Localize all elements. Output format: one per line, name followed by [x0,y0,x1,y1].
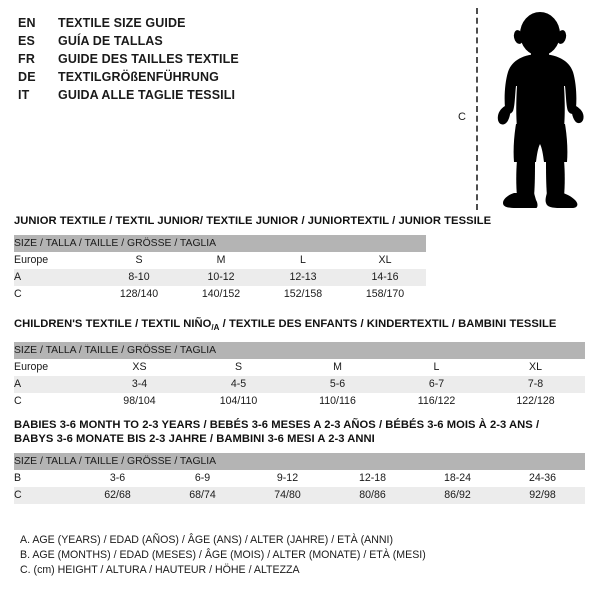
row-label: A [14,269,98,286]
row-cell: 18-24 [415,470,500,487]
legend-block: A. AGE (YEARS) / EDAD (AÑOS) / ÂGE (ANS)… [20,533,580,578]
section-babies-textile: BABIES 3-6 MONTH TO 2-3 YEARS / BEBÉS 3-… [14,418,585,504]
table-row: Europe S M L XL [14,252,427,269]
language-row: ES GUÍA DE TALLAS [18,32,418,50]
row-cell: 68/74 [160,487,245,504]
row-cell: S [189,359,288,377]
babies-size-table: SIZE / TALLA / TAILLE / GRÖSSE / TAGLIA … [14,453,585,504]
toddler-silhouette [497,12,584,208]
table-row: C 62/68 68/74 74/80 80/86 86/92 92/98 [14,487,585,504]
table-row: B 3-6 6-9 9-12 12-18 18-24 24-36 [14,470,585,487]
row-cell: 128/140 [98,286,180,303]
row-cell: L [387,359,486,377]
row-label: A [14,376,90,394]
language-code: ES [18,34,36,48]
section-title-children-post: / TEXTILE DES ENFANTS / KINDERTEXTIL / B… [219,318,557,330]
measurement-dashed-line [476,8,478,210]
row-cell: M [288,359,387,377]
row-cell: 6-9 [160,470,245,487]
language-row: EN TEXTILE SIZE GUIDE [18,14,418,32]
section-title-children-pre: CHILDREN'S TEXTILE / TEXTIL NIÑO [14,318,212,330]
junior-size-table: SIZE / TALLA / TAILLE / GRÖSSE / TAGLIA … [14,235,427,303]
section-title-children: CHILDREN'S TEXTILE / TEXTIL NIÑO/A / TEX… [14,317,585,335]
section-title-babies-line1: BABIES 3-6 MONTH TO 2-3 YEARS / BEBÉS 3-… [14,419,540,431]
row-cell: 8-10 [98,269,180,286]
row-cell: XL [344,252,427,269]
section-junior-textile: JUNIOR TEXTILE / TEXTIL JUNIOR/ TEXTILE … [14,214,491,303]
row-cell: 7-8 [486,376,585,394]
language-code: IT [18,88,30,102]
row-label: Europe [14,359,90,377]
row-cell: L [262,252,344,269]
children-band-label: SIZE / TALLA / TAILLE / GRÖSSE / TAGLIA [14,342,585,360]
row-cell: 9-12 [245,470,330,487]
row-cell: 98/104 [90,393,189,411]
row-cell: 122/128 [486,393,585,411]
height-measurement-figure: C [440,6,595,211]
row-cell: S [98,252,180,269]
language-row: FR GUIDE DES TAILLES TEXTILE [18,50,418,68]
table-band-row: SIZE / TALLA / TAILLE / GRÖSSE / TAGLIA [14,453,585,470]
language-row: IT GUIDA ALLE TAGLIE TESSILI [18,86,418,104]
section-children-textile: CHILDREN'S TEXTILE / TEXTIL NIÑO/A / TEX… [14,317,585,411]
language-code: EN [18,16,36,30]
table-row: Europe XS S M L XL [14,359,585,377]
row-label: C [14,286,98,303]
row-cell: 152/158 [262,286,344,303]
language-title: TEXTILGRÖßENFÜHRUNG [58,70,219,84]
row-cell: 3-6 [75,470,160,487]
table-row: A 8-10 10-12 12-13 14-16 [14,269,427,286]
children-size-table: SIZE / TALLA / TAILLE / GRÖSSE / TAGLIA … [14,342,585,411]
table-row: C 128/140 140/152 152/158 158/170 [14,286,427,303]
section-title-babies-line2: BABYS 3-6 MONATE BIS 2-3 JAHRE / BAMBINI… [14,433,375,445]
row-cell: 5-6 [288,376,387,394]
language-title-block: EN TEXTILE SIZE GUIDE ES GUÍA DE TALLAS … [18,14,418,104]
row-label: C [14,393,90,411]
language-title: GUIDA ALLE TAGLIE TESSILI [58,88,236,102]
row-cell: 3-4 [90,376,189,394]
table-band-row: SIZE / TALLA / TAILLE / GRÖSSE / TAGLIA [14,235,427,252]
measurement-label-c: C [458,111,466,123]
row-cell: 14-16 [344,269,427,286]
row-cell: 6-7 [387,376,486,394]
legend-line-a: A. AGE (YEARS) / EDAD (AÑOS) / ÂGE (ANS)… [20,534,393,546]
section-title-junior: JUNIOR TEXTILE / TEXTIL JUNIOR/ TEXTILE … [14,215,492,227]
language-row: DE TEXTILGRÖßENFÜHRUNG [18,68,418,86]
row-cell: 62/68 [75,487,160,504]
row-label: B [14,470,75,487]
row-cell: 92/98 [500,487,585,504]
row-cell: 4-5 [189,376,288,394]
babies-band-label: SIZE / TALLA / TAILLE / GRÖSSE / TAGLIA [14,453,585,470]
row-label: Europe [14,252,98,269]
table-band-row: SIZE / TALLA / TAILLE / GRÖSSE / TAGLIA [14,342,585,360]
row-cell: 116/122 [387,393,486,411]
junior-band-label: SIZE / TALLA / TAILLE / GRÖSSE / TAGLIA [14,235,427,252]
row-cell: 158/170 [344,286,427,303]
table-row: C 98/104 104/110 110/116 116/122 122/128 [14,393,585,411]
section-title-children-sub: /A [211,323,220,333]
row-cell: 104/110 [189,393,288,411]
row-cell: 74/80 [245,487,330,504]
legend-line-c: C. (cm) HEIGHT / ALTURA / HAUTEUR / HÖHE… [20,564,300,576]
language-title: TEXTILE SIZE GUIDE [58,16,186,30]
language-title: GUIDE DES TAILLES TEXTILE [58,52,239,66]
row-cell: XS [90,359,189,377]
row-cell: 12-13 [262,269,344,286]
row-cell: XL [486,359,585,377]
language-title: GUÍA DE TALLAS [58,34,163,48]
table-row: A 3-4 4-5 5-6 6-7 7-8 [14,376,585,394]
row-cell: 80/86 [330,487,415,504]
row-cell: 140/152 [180,286,262,303]
row-cell: 10-12 [180,269,262,286]
row-label: C [14,487,75,504]
row-cell: 86/92 [415,487,500,504]
row-cell: 12-18 [330,470,415,487]
legend-line-b: B. AGE (MONTHS) / EDAD (MESES) / ÂGE (MO… [20,549,426,561]
row-cell: 24-36 [500,470,585,487]
row-cell: M [180,252,262,269]
row-cell: 110/116 [288,393,387,411]
language-code: FR [18,52,36,66]
language-code: DE [18,70,36,84]
